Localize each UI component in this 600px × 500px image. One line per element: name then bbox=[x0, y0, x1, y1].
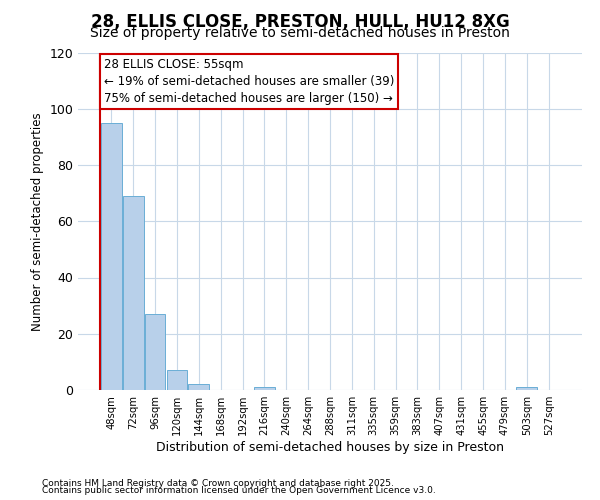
Y-axis label: Number of semi-detached properties: Number of semi-detached properties bbox=[31, 112, 44, 330]
Bar bbox=[167, 370, 187, 390]
X-axis label: Distribution of semi-detached houses by size in Preston: Distribution of semi-detached houses by … bbox=[156, 441, 504, 454]
Bar bbox=[254, 387, 275, 390]
Bar bbox=[517, 387, 537, 390]
Bar bbox=[145, 314, 166, 390]
Text: Contains public sector information licensed under the Open Government Licence v3: Contains public sector information licen… bbox=[42, 486, 436, 495]
Text: Size of property relative to semi-detached houses in Preston: Size of property relative to semi-detach… bbox=[90, 26, 510, 40]
Bar bbox=[188, 384, 209, 390]
Bar bbox=[123, 196, 143, 390]
Bar bbox=[101, 123, 122, 390]
Text: Contains HM Land Registry data © Crown copyright and database right 2025.: Contains HM Land Registry data © Crown c… bbox=[42, 478, 394, 488]
Text: 28 ELLIS CLOSE: 55sqm
← 19% of semi-detached houses are smaller (39)
75% of semi: 28 ELLIS CLOSE: 55sqm ← 19% of semi-deta… bbox=[104, 58, 394, 105]
Text: 28, ELLIS CLOSE, PRESTON, HULL, HU12 8XG: 28, ELLIS CLOSE, PRESTON, HULL, HU12 8XG bbox=[91, 12, 509, 30]
